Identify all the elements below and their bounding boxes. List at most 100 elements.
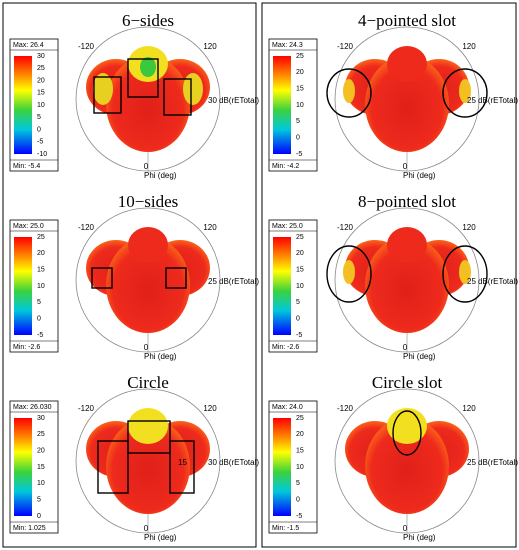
axis-label: Phi (deg) [403,352,436,361]
pattern-part [343,260,355,284]
radiation-pattern [86,46,210,152]
annotation [97,440,129,494]
pattern-part [459,260,471,284]
scale-label: 15 [37,267,45,274]
unit-label: dB(rETotal) [478,277,518,286]
annotation [93,76,122,114]
legend-max: Max: 26.4 [13,42,44,49]
radiation-pattern [326,227,488,333]
zero-label: 0 [144,343,149,352]
panel-title: 6−sides [122,11,174,30]
angle-label: 120 [462,42,476,51]
scale-label: 25 [37,234,45,241]
annotation [165,267,187,289]
pattern-part [106,56,190,152]
axis-label: Phi (deg) [403,533,436,542]
legend-min: Min: -1.5 [272,525,299,532]
angle-label: -120 [337,404,354,413]
scale-label: 25 [296,415,304,422]
unit-label: dB(rETotal) [219,96,259,105]
scale-label: 10 [37,102,45,109]
legend-max: Max: 26.030 [13,404,52,411]
scale-label: 0 [37,316,41,323]
panel-title: Circle [127,373,169,392]
zero-label: 0 [144,524,149,533]
scale-label: 5 [296,118,300,125]
pattern-part [365,418,449,514]
pattern-part [106,237,190,333]
radiation-pattern [86,227,210,333]
zero-label: 0 [144,162,149,171]
scale-label: 20 [296,69,304,76]
ring-label: 30 [208,458,217,467]
scale-label: 5 [296,299,300,306]
axis-label: Phi (deg) [144,352,177,361]
scale-label: 10 [296,102,304,109]
angle-label: -120 [78,223,95,232]
scale-label: -5 [296,151,302,158]
zero-label: 0 [403,343,408,352]
unit-label: dB(rETotal) [219,458,259,467]
left-frame [2,2,257,548]
angle-label: 120 [462,223,476,232]
scale-label: 30 [37,415,45,422]
radiation-pattern [326,46,488,152]
angle-label: 120 [203,404,217,413]
scale-label: 20 [296,250,304,257]
scale-label: 0 [37,513,41,520]
annotation [442,68,488,118]
scale-label: 10 [296,464,304,471]
color-bar [14,237,32,335]
angle-label: 120 [203,223,217,232]
scale-label: 10 [37,480,45,487]
legend-min: Min: -2.6 [272,344,299,351]
ring-label: 25 [208,277,217,286]
color-bar [14,56,32,154]
pattern-part [459,79,471,103]
legend-max: Max: 25.0 [13,223,44,230]
scale-label: 10 [296,283,304,290]
color-bar [273,56,291,154]
angle-label: -120 [337,223,354,232]
scale-label: 25 [296,53,304,60]
legend-min: Min: -2.6 [13,344,40,351]
pattern-part [365,237,449,333]
legend-min: Min: -5.4 [13,163,40,170]
scale-label: 0 [296,316,300,323]
scale-label: 30 [37,53,45,60]
color-bar [273,418,291,516]
unit-label: dB(rETotal) [478,458,518,467]
pattern-part [183,73,203,105]
pattern-part [140,57,156,77]
pattern-part [128,227,168,263]
ring-label: 30 [208,96,217,105]
scale-label: -10 [37,151,47,158]
angle-label: -120 [78,42,95,51]
color-bar [273,237,291,335]
legend-max: Max: 24.0 [272,404,303,411]
panel-title: 4−pointed slot [358,11,456,30]
radiation-pattern [345,408,469,514]
scale-label: -5 [296,513,302,520]
scale-label: 25 [37,65,45,72]
legend-min: Min: 1.025 [13,525,46,532]
scale-label: 0 [296,497,300,504]
zero-label: 0 [403,524,408,533]
pattern-part [365,56,449,152]
pattern-part [387,46,427,82]
scale-label: 10 [37,283,45,290]
scale-label: 15 [37,90,45,97]
right-frame [261,2,517,548]
legend-min: Min: -4.2 [272,163,299,170]
ring-label: 15 [178,458,187,467]
unit-label: dB(rETotal) [478,96,518,105]
annotation [163,78,192,116]
scale-label: 15 [37,464,45,471]
axis-label: Phi (deg) [403,171,436,180]
scale-label: 20 [37,250,45,257]
pattern-part [343,79,355,103]
scale-label: 20 [296,431,304,438]
legend-max: Max: 24.3 [272,42,303,49]
scale-label: 15 [296,267,304,274]
